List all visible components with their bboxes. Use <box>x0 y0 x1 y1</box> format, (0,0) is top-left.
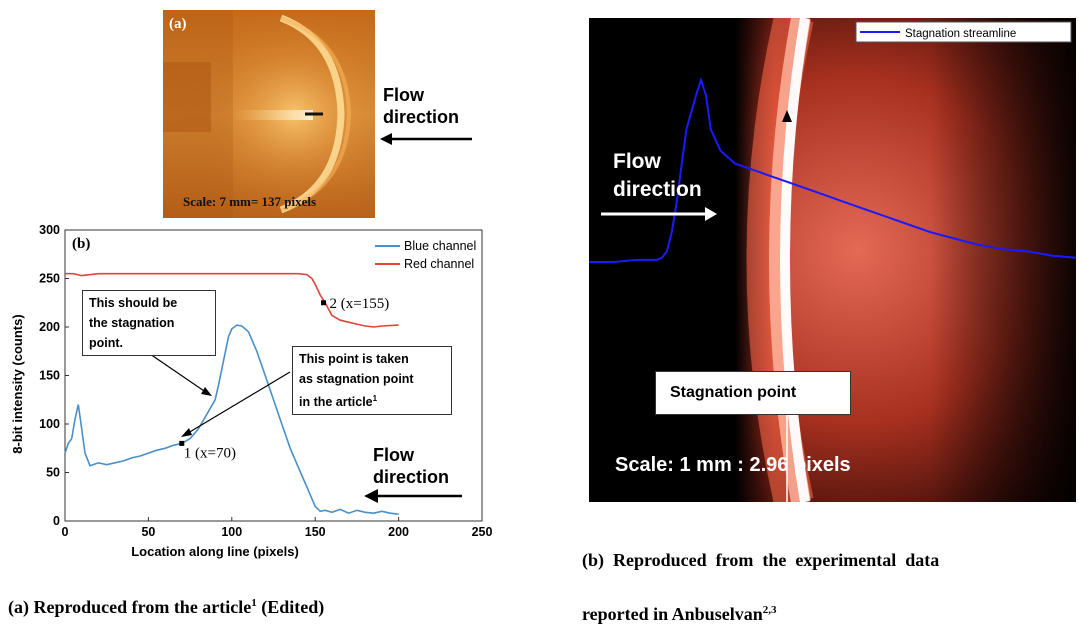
chart-axes <box>64 229 483 522</box>
series-layer <box>64 272 399 515</box>
caption-text: (a) Reproduced from the article <box>8 597 252 617</box>
callout-should-be: This should be the stagnation point. <box>82 290 216 356</box>
red-channel-line <box>65 272 399 328</box>
callout-footnote: 1 <box>372 394 378 403</box>
intensity-chart: 0 50 100 150 200 250 0 50 100 150 200 250 300 Locati… <box>10 223 492 559</box>
photo-panel-b: Stagnation streamline Flow direction Sta… <box>589 18 1076 502</box>
callout-line: This should be <box>89 296 178 310</box>
callout-arrowhead-taken <box>181 428 192 437</box>
x-tick-label: 50 <box>141 525 155 539</box>
callout-text: in the article <box>299 395 373 410</box>
caption-left: (a) Reproduced from the article1 (Edited… <box>8 597 324 618</box>
x-tick-label: 100 <box>221 525 242 539</box>
flow-direction-label-b: Flow direction <box>373 444 449 488</box>
blue-channel-line <box>64 324 399 515</box>
legend-blue-label: Blue channel <box>404 239 476 253</box>
callout-arrow-should <box>149 353 211 396</box>
callout-line: as stagnation point <box>299 372 414 386</box>
callout-line: in the article1 <box>299 389 445 412</box>
y-tick-label: 300 <box>39 223 60 237</box>
caption-right-line2: reported in Anbuselvan2,3 <box>582 604 776 625</box>
flow-direction-label-a: Flow direction <box>383 84 459 128</box>
legend-streamline-label: Stagnation streamline <box>905 28 1016 40</box>
x-axis-label: Location along line (pixels) <box>131 544 299 559</box>
panel-a-label: (a) <box>169 16 187 32</box>
callout-line: This point is taken <box>299 352 409 366</box>
caption-footnote: 1 <box>251 597 257 609</box>
y-tick-label: 200 <box>39 320 60 334</box>
y-tick-label: 100 <box>39 417 60 431</box>
flame-photo-b: Stagnation streamline <box>589 18 1076 502</box>
caption-right-line1: (b) Reproduced from the experimental dat… <box>582 550 940 570</box>
y-tick-label: 50 <box>46 466 60 480</box>
point-marker-1 <box>179 440 185 446</box>
x-tick-label: 0 <box>62 525 69 539</box>
right-scale-label: Scale: 1 mm : 2.96 pixels <box>615 454 851 476</box>
caption-text: reported in Anbuselvan <box>582 604 763 624</box>
flow-arrow-a <box>380 133 472 145</box>
y-tick-label: 250 <box>39 272 60 286</box>
stagnation-point-box: Stagnation point <box>655 371 851 415</box>
callout-line: the stagnation <box>89 316 175 330</box>
flow-direction-label-right: Flow direction <box>613 148 702 204</box>
marker-layer <box>179 300 327 446</box>
callout-arrow-taken <box>182 371 291 437</box>
tick-labels: 0 50 100 150 200 250 0 50 100 150 200 250 300 <box>39 223 492 539</box>
photo-panel-a: (a) Scale: 7 mm= 137 pixels <box>163 10 375 218</box>
legend-red-label: Red channel <box>404 257 474 271</box>
direction-word: direction <box>383 107 460 127</box>
flow-arrowhead-b <box>364 489 378 503</box>
flow-word: Flow <box>613 150 661 173</box>
flame-photo-a <box>163 10 375 218</box>
point-marker-2 <box>321 300 327 306</box>
panel-a-scale: Scale: 7 mm= 137 pixels <box>183 194 317 209</box>
flow-word: Flow <box>383 85 424 105</box>
direction-word: direction <box>613 178 702 201</box>
x-tick-label: 250 <box>472 525 493 539</box>
y-tick-label: 0 <box>53 514 60 528</box>
y-axis-label: 8-bit intensity (counts) <box>10 314 25 453</box>
caption-text: (Edited) <box>256 597 325 617</box>
point-1-label: 1 (x=70) <box>184 445 236 461</box>
direction-word: direction <box>373 467 450 487</box>
point-2-label: 2 (x=155) <box>330 296 390 312</box>
x-tick-label: 150 <box>305 525 326 539</box>
callout-arrowhead-should <box>201 387 212 396</box>
panel-b-label: (b) <box>72 236 90 252</box>
chart-legend: Blue channel Red channel <box>375 239 476 271</box>
callout-taken: This point is taken as stagnation point … <box>292 346 452 416</box>
caption-footnote: 2,3 <box>762 604 777 616</box>
stagnation-streamline <box>589 76 1076 263</box>
flow-word: Flow <box>373 445 414 465</box>
x-tick-label: 200 <box>388 525 409 539</box>
y-tick-label: 150 <box>39 369 60 383</box>
callout-line: point. <box>89 336 124 350</box>
